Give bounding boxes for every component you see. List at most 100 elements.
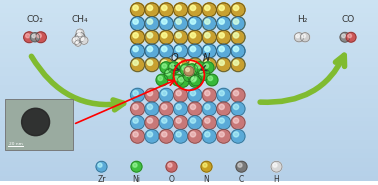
- Circle shape: [147, 91, 153, 96]
- Circle shape: [177, 75, 189, 87]
- Circle shape: [159, 3, 173, 17]
- Circle shape: [145, 88, 159, 102]
- Circle shape: [159, 130, 173, 143]
- Bar: [0, 41, 378, 45]
- Circle shape: [174, 130, 187, 143]
- Circle shape: [188, 44, 202, 58]
- Circle shape: [180, 64, 192, 75]
- Circle shape: [37, 34, 41, 38]
- Circle shape: [98, 163, 102, 167]
- Circle shape: [133, 46, 138, 52]
- Circle shape: [133, 91, 138, 96]
- Circle shape: [233, 33, 239, 38]
- Circle shape: [162, 33, 167, 38]
- Circle shape: [159, 17, 173, 30]
- Bar: [0, 141, 378, 145]
- Circle shape: [186, 68, 189, 72]
- Circle shape: [147, 33, 153, 38]
- Bar: [0, 32, 378, 36]
- Circle shape: [188, 44, 202, 58]
- Circle shape: [133, 132, 138, 137]
- Circle shape: [159, 116, 173, 130]
- Circle shape: [204, 5, 210, 11]
- Circle shape: [145, 44, 159, 58]
- Circle shape: [162, 118, 167, 123]
- Circle shape: [145, 116, 159, 130]
- Bar: [0, 145, 378, 150]
- Circle shape: [204, 19, 210, 24]
- Circle shape: [145, 3, 159, 17]
- Circle shape: [156, 74, 168, 86]
- Bar: [5, 99, 73, 150]
- Circle shape: [204, 46, 210, 52]
- Circle shape: [147, 46, 153, 52]
- Circle shape: [130, 44, 144, 58]
- Circle shape: [159, 58, 173, 72]
- Circle shape: [191, 91, 196, 96]
- Circle shape: [133, 60, 138, 65]
- Circle shape: [174, 116, 187, 130]
- Circle shape: [238, 163, 242, 167]
- Bar: [0, 104, 378, 109]
- Circle shape: [198, 69, 210, 80]
- Text: N: N: [204, 174, 209, 184]
- Circle shape: [231, 58, 245, 72]
- Circle shape: [189, 75, 201, 87]
- Circle shape: [217, 44, 231, 58]
- Circle shape: [164, 69, 176, 80]
- Bar: [0, 77, 378, 82]
- Circle shape: [76, 29, 84, 37]
- Bar: [0, 122, 378, 127]
- Circle shape: [174, 76, 178, 81]
- Text: O: O: [170, 53, 178, 63]
- Circle shape: [133, 104, 138, 110]
- Circle shape: [174, 44, 187, 58]
- Circle shape: [217, 88, 231, 102]
- Circle shape: [168, 62, 180, 73]
- Circle shape: [219, 19, 225, 24]
- Bar: [0, 82, 378, 86]
- Circle shape: [231, 58, 245, 72]
- Circle shape: [188, 17, 202, 30]
- Circle shape: [233, 19, 239, 24]
- Circle shape: [130, 102, 144, 116]
- Circle shape: [204, 118, 210, 123]
- Circle shape: [80, 36, 88, 44]
- Circle shape: [145, 3, 159, 17]
- Circle shape: [176, 33, 181, 38]
- Bar: [0, 68, 378, 73]
- Circle shape: [194, 62, 206, 73]
- Circle shape: [219, 60, 225, 65]
- Circle shape: [204, 64, 209, 68]
- Circle shape: [202, 58, 216, 72]
- Bar: [0, 27, 378, 32]
- Circle shape: [202, 44, 216, 58]
- Text: N: N: [202, 53, 210, 63]
- Circle shape: [176, 104, 181, 110]
- Circle shape: [204, 60, 210, 65]
- Circle shape: [190, 74, 202, 86]
- Circle shape: [191, 19, 196, 24]
- Circle shape: [185, 72, 190, 76]
- Circle shape: [145, 102, 159, 116]
- Circle shape: [26, 34, 30, 38]
- Circle shape: [176, 19, 181, 24]
- Circle shape: [217, 102, 231, 116]
- Circle shape: [191, 104, 196, 110]
- Circle shape: [219, 118, 225, 123]
- Circle shape: [340, 32, 350, 42]
- Circle shape: [188, 3, 202, 17]
- Circle shape: [174, 17, 187, 30]
- Circle shape: [133, 19, 138, 24]
- Circle shape: [202, 130, 216, 143]
- Circle shape: [191, 5, 196, 11]
- Circle shape: [170, 64, 175, 68]
- Circle shape: [204, 33, 210, 38]
- Circle shape: [35, 32, 46, 43]
- Circle shape: [172, 74, 184, 86]
- Circle shape: [75, 32, 85, 42]
- Circle shape: [203, 163, 207, 167]
- Circle shape: [202, 62, 214, 73]
- Bar: [0, 91, 378, 95]
- Circle shape: [196, 64, 201, 68]
